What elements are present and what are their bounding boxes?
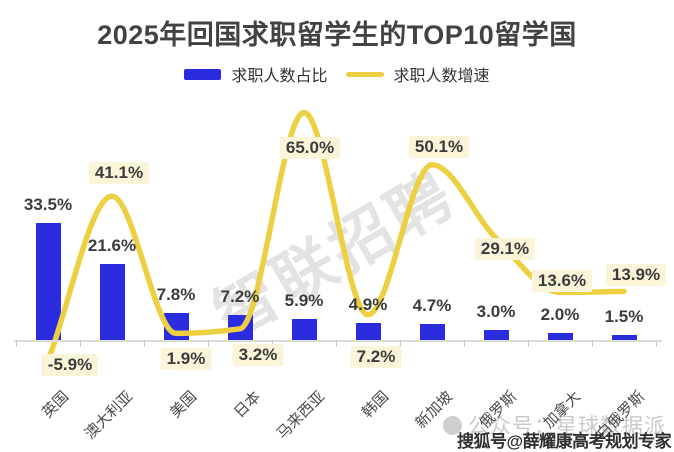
line-value-label: -5.9% (41, 353, 99, 376)
x-axis-line (14, 340, 662, 342)
legend-bar-label: 求职人数占比 (231, 68, 328, 85)
bar-value-label: 4.7% (412, 295, 452, 315)
bar-新加坡 (419, 323, 445, 340)
bar-value-label: 5.9% (284, 291, 324, 311)
bar-value-label: 1.5% (604, 306, 644, 326)
axis-tick (208, 341, 209, 347)
axis-tick (528, 341, 529, 347)
axis-tick (336, 341, 337, 347)
bar-白俄罗斯 (611, 334, 637, 340)
bar-value-label: 7.2% (220, 286, 260, 306)
page-title: 2025年回国求职留学生的TOP10留学国 (97, 20, 577, 50)
line-value-label: 29.1% (474, 238, 536, 261)
bar-俄罗斯 (483, 329, 509, 340)
axis-tick (656, 341, 657, 347)
line-value-label: 7.2% (350, 345, 402, 368)
bar-value-label: 4.9% (348, 294, 388, 314)
bar-加拿大 (547, 333, 573, 340)
bar-value-label: 7.8% (156, 284, 196, 304)
legend-line-swatch-icon (345, 71, 384, 77)
axis-tick (592, 341, 593, 347)
legend-bar-swatch-icon (184, 68, 222, 80)
line-value-label: 50.1% (408, 135, 470, 158)
bar-value-label: 2.0% (540, 305, 580, 324)
axis-tick (464, 341, 465, 347)
bar-韩国 (355, 322, 381, 340)
watermark-logo-icon (443, 415, 462, 435)
bar-value-label: 33.5% (23, 194, 73, 214)
bar-value-label: 3.0% (476, 301, 516, 321)
legend-line-label: 求职人数增速 (393, 68, 490, 85)
line-value-label: 13.9% (605, 264, 667, 287)
line-value-label: 1.9% (160, 348, 212, 371)
bar-value-label: 21.6% (87, 236, 137, 256)
line-value-label: 41.1% (88, 162, 150, 185)
watermark-sohu: 搜狐号@薛耀康高考规划专家 (457, 432, 672, 451)
bar-英国 (35, 222, 61, 340)
chart-legend: 求职人数占比 求职人数增速 (0, 62, 674, 86)
bar-马来西亚 (291, 319, 317, 340)
axis-tick (144, 341, 145, 347)
axis-tick (80, 341, 81, 347)
axis-tick (16, 341, 17, 347)
line-value-label: 3.2% (232, 343, 284, 366)
axis-tick (400, 341, 401, 347)
line-value-label: 13.6% (531, 270, 593, 293)
line-value-label: 65.0% (279, 136, 341, 159)
watermark-gray: 公众号：星球数据派 (443, 410, 666, 440)
bar-澳大利亚 (99, 264, 125, 340)
